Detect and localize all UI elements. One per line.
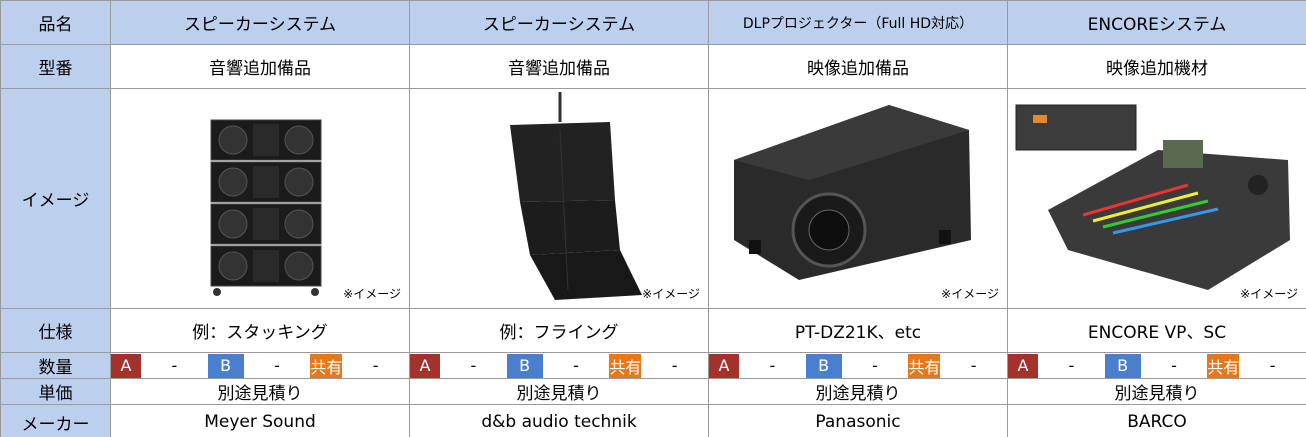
quantity-item: - — [1171, 356, 1177, 375]
quantity: A - B - 共有 - — [1008, 353, 1306, 378]
quantity: A - B - 共有 - — [111, 353, 409, 378]
row-label: 型番 — [0, 44, 111, 89]
quantity-item: - — [1269, 356, 1276, 375]
maker: d&b audio technik — [409, 404, 709, 437]
quantity-item: A — [709, 353, 739, 378]
row-label: メーカー — [0, 404, 111, 437]
image-note: ※イメージ — [642, 286, 700, 301]
spec: 例：フライング — [409, 308, 709, 353]
quantity-item: - — [171, 356, 178, 375]
image: ※イメージ — [1009, 90, 1306, 308]
quantity-item: - — [470, 356, 477, 375]
table-row: イメージ ※イメージ ※イメージ ※イメージ ※イメージ — [0, 88, 1306, 309]
spec: ENCORE VP、SC — [1007, 308, 1306, 353]
table-row: 仕様 例：スタッキング 例：フライング PT-DZ21K、etc ENCORE VP、S… — [0, 308, 1306, 353]
quantity-item: - — [970, 356, 977, 375]
quantity-item: 共有 — [1207, 353, 1239, 378]
product-image — [210, 119, 322, 296]
row-label: 仕様 — [0, 308, 111, 353]
image: ※イメージ — [411, 90, 708, 308]
quantity-item: - — [573, 356, 579, 375]
unit-price: 別途見積り — [708, 378, 1008, 405]
unit-price: 別途見積り — [409, 378, 709, 405]
quantity-item: - — [372, 356, 379, 375]
spec: 例：スタッキング — [110, 308, 410, 353]
model-type: 音響追加備品 — [409, 44, 709, 89]
quantity-item: - — [872, 356, 878, 375]
image-cell: ※イメージ — [708, 88, 1008, 309]
quantity: A - B - 共有 - — [410, 353, 708, 378]
image-cell: ※イメージ — [409, 88, 709, 309]
row-label: イメージ — [0, 88, 111, 309]
image-note: ※イメージ — [941, 286, 999, 301]
quantity-item: B — [805, 353, 842, 378]
maker: BARCO — [1007, 404, 1306, 437]
product-image — [1015, 104, 1290, 290]
quantity-cell: A - B - 共有 - — [1007, 352, 1306, 379]
table-row: メーカー Meyer Sound d&b audio technik Panasoni… — [0, 404, 1306, 437]
quantity-item: - — [769, 356, 776, 375]
image-note: ※イメージ — [343, 286, 401, 301]
quantity-item: 共有 — [609, 353, 641, 378]
image: ※イメージ — [710, 90, 1007, 308]
quantity-cell: A - B - 共有 - — [708, 352, 1008, 379]
image-note: ※イメージ — [1240, 286, 1298, 301]
quantity-cell: A - B - 共有 - — [110, 352, 410, 379]
table-row: 単価 別途見積り 別途見積り 別途見積り 別途見積り — [0, 378, 1306, 405]
table-row: 数量 A - B - 共有 - A - B - 共有 - A - B - 共有 - A - B - 共有 - — [0, 352, 1306, 379]
row-label: 数量 — [0, 352, 111, 379]
quantity-cell: A - B - 共有 - — [409, 352, 709, 379]
row-label: 単価 — [0, 378, 111, 405]
table-row: 型番 音響追加備品 音響追加備品 映像追加備品 映像追加機材 — [0, 44, 1306, 89]
quantity-item: A — [410, 353, 440, 378]
model-type: 音響追加備品 — [110, 44, 410, 89]
image: ※イメージ — [112, 90, 409, 308]
image-cell: ※イメージ — [110, 88, 410, 309]
maker: Panasonic — [708, 404, 1008, 437]
quantity: A - B - 共有 - — [709, 353, 1007, 378]
quantity-item: A — [111, 353, 141, 378]
quantity-item: - — [1068, 356, 1075, 375]
quantity-item: B — [1104, 353, 1141, 378]
image-cell: ※イメージ — [1007, 88, 1306, 309]
quantity-item: B — [207, 353, 244, 378]
quantity-item: 共有 — [908, 353, 940, 378]
model-type: 映像追加機材 — [1007, 44, 1306, 89]
table-row: 品名 スピーカーシステム スピーカーシステム DLPプロジェクター（Full HD対応… — [0, 0, 1306, 45]
spec: PT-DZ21K、etc — [708, 308, 1008, 353]
maker: Meyer Sound — [110, 404, 410, 437]
quantity-item: 共有 — [310, 353, 342, 378]
product-name: ENCOREシステム — [1007, 0, 1306, 45]
model-type: 映像追加備品 — [708, 44, 1008, 89]
product-image — [734, 104, 971, 280]
quantity-item: - — [671, 356, 678, 375]
quantity-item: - — [274, 356, 280, 375]
unit-price: 別途見積り — [1007, 378, 1306, 405]
product-image — [510, 91, 642, 300]
unit-price: 別途見積り — [110, 378, 410, 405]
row-label: 品名 — [0, 0, 111, 45]
quantity-item: B — [506, 353, 543, 378]
product-name: スピーカーシステム — [110, 0, 410, 45]
product-name: DLPプロジェクター（Full HD対応） — [708, 0, 1008, 45]
quantity-item: A — [1008, 353, 1038, 378]
product-name: スピーカーシステム — [409, 0, 709, 45]
